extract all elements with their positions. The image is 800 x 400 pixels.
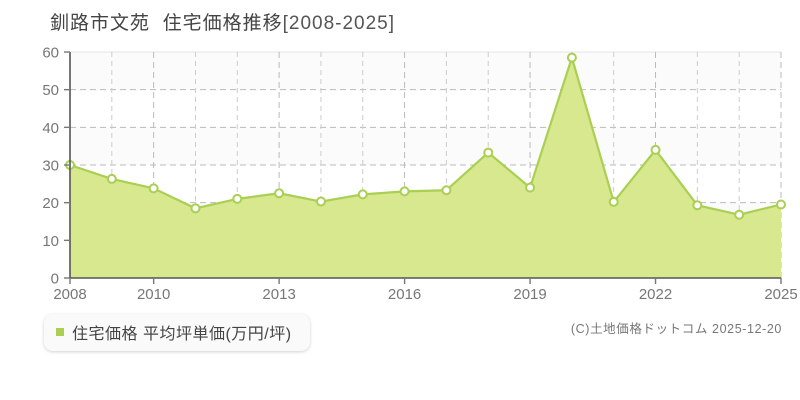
chart-title-range: [2008-2025]: [282, 13, 396, 34]
svg-text:2013: 2013: [262, 286, 295, 303]
legend-swatch-icon: [56, 328, 64, 336]
legend-label: 住宅価格 平均坪単価(万円/坪): [72, 326, 292, 343]
svg-text:40: 40: [42, 120, 59, 137]
svg-text:2019: 2019: [513, 286, 546, 303]
x-axis-ticks: 2008 2010 2013 2016 2019 2022 2025: [53, 278, 798, 303]
svg-text:2022: 2022: [639, 286, 672, 303]
chart-legend[interactable]: 住宅価格 平均坪単価(万円/坪): [44, 314, 310, 351]
data-point-markers: [65, 52, 786, 220]
copyright-credit: (C)土地価格ドットコム 2025-12-20: [570, 322, 782, 336]
svg-text:20: 20: [42, 195, 59, 212]
svg-text:2010: 2010: [137, 286, 170, 303]
svg-text:2008: 2008: [53, 286, 86, 303]
chart-title-metric: 住宅価格推移: [162, 13, 283, 34]
svg-text:30: 30: [42, 158, 59, 175]
svg-text:2016: 2016: [388, 286, 421, 303]
svg-text:60: 60: [42, 45, 59, 62]
y-axis-ticks: 0 10 20 30 40 50 60: [42, 45, 70, 288]
page-title: 釧路市文苑 住宅価格推移[2008-2025]: [50, 8, 395, 35]
svg-text:2025: 2025: [764, 286, 797, 303]
svg-text:50: 50: [42, 82, 59, 99]
svg-text:0: 0: [51, 271, 59, 288]
svg-text:10: 10: [42, 233, 59, 250]
area-fill: [70, 57, 781, 279]
chart-title-region: 釧路市文苑: [50, 13, 151, 34]
series-line: [69, 56, 782, 216]
